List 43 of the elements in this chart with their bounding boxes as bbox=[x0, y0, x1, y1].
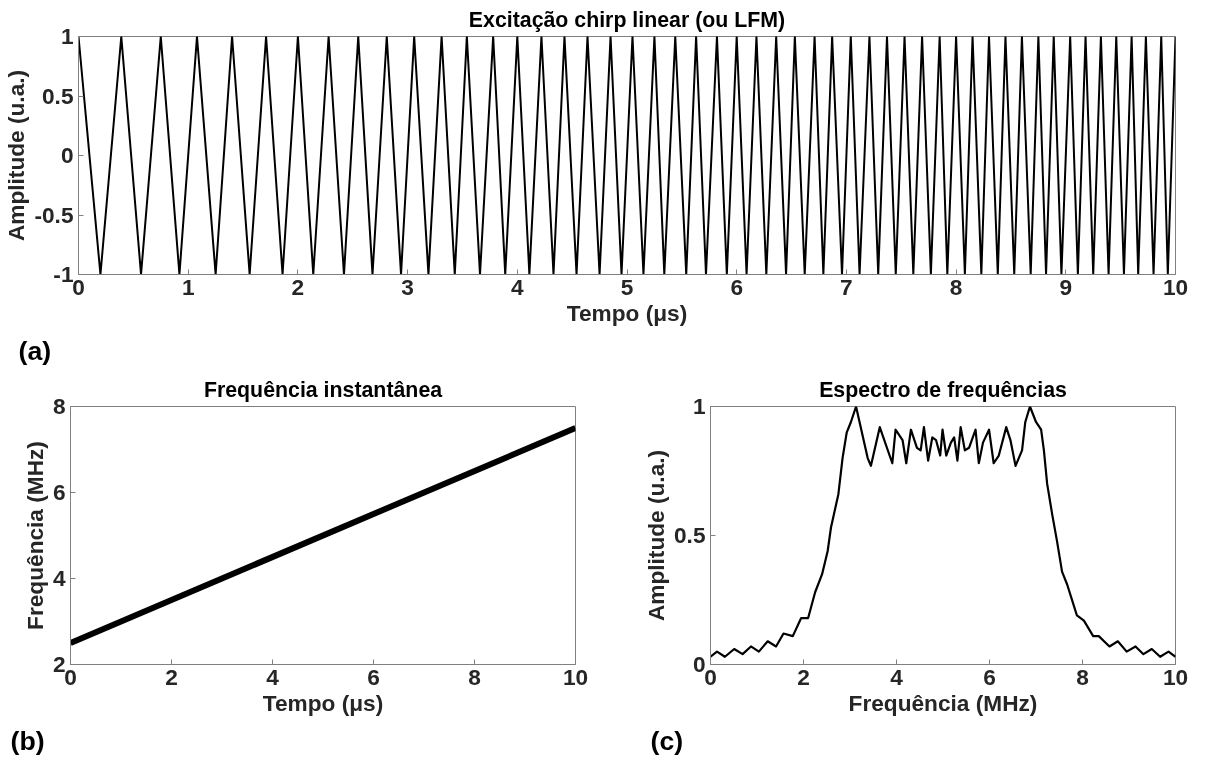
y-tick-label: 4 bbox=[52, 565, 66, 591]
y-tick-label: 0 bbox=[60, 142, 74, 168]
x-tick-label: 8 bbox=[949, 273, 963, 300]
x-tick-label: 4 bbox=[511, 273, 524, 300]
y-tick-label: -0.5 bbox=[34, 201, 74, 228]
y-tick-label: 1 bbox=[692, 393, 706, 419]
y-axis-title: Frequência (MHz) bbox=[21, 441, 48, 630]
y-tick-label: 0.5 bbox=[42, 82, 74, 109]
x-tick-label: 3 bbox=[401, 273, 414, 300]
x-tick-label: 6 bbox=[983, 663, 996, 690]
x-axis-title: Frequência (MHz) bbox=[848, 689, 1038, 716]
x-axis-title: Tempo (μs) bbox=[262, 689, 384, 716]
x-tick-label: 6 bbox=[730, 273, 744, 300]
x-tick-label: 2 bbox=[291, 273, 305, 300]
x-tick-label: 6 bbox=[367, 663, 380, 690]
y-axis-title: Amplitude (u.a.) bbox=[643, 449, 669, 622]
y-tick-label: 8 bbox=[52, 393, 66, 419]
chart-title: Espectro de frequências bbox=[819, 377, 1067, 402]
x-tick-label: 2 bbox=[797, 663, 810, 690]
x-axis-title: Tempo (μs) bbox=[566, 299, 688, 326]
x-tick-label: 10 bbox=[1162, 273, 1189, 300]
x-tick-label: 4 bbox=[266, 663, 280, 690]
text: (b) bbox=[10, 725, 45, 756]
y-tick-label: 1 bbox=[60, 23, 74, 49]
y-tick-label: -1 bbox=[53, 261, 74, 287]
x-tick-label: 5 bbox=[620, 273, 634, 300]
chart-title: Frequência instantânea bbox=[203, 377, 443, 402]
x-tick-label: 1 bbox=[181, 273, 195, 300]
y-axis-title: Amplitude (u.a.) bbox=[3, 69, 30, 242]
y-tick-label: 0.5 bbox=[674, 522, 706, 548]
line-series bbox=[710, 406, 1176, 658]
chart-title: Excitação chirp linear (ou LFM) bbox=[468, 7, 786, 32]
x-tick-label: 2 bbox=[165, 663, 178, 690]
x-tick-label: 4 bbox=[890, 663, 904, 690]
x-tick-label: 7 bbox=[840, 273, 853, 300]
x-tick-label: 9 bbox=[1059, 273, 1073, 300]
x-tick-label: 8 bbox=[468, 663, 481, 690]
text: (a) bbox=[18, 335, 52, 366]
text: (c) bbox=[650, 725, 684, 756]
y-tick-label: 6 bbox=[52, 479, 66, 505]
x-tick-label: 8 bbox=[1076, 663, 1089, 690]
x-tick-label: 10 bbox=[1162, 663, 1189, 690]
x-tick-label: 10 bbox=[562, 663, 589, 690]
